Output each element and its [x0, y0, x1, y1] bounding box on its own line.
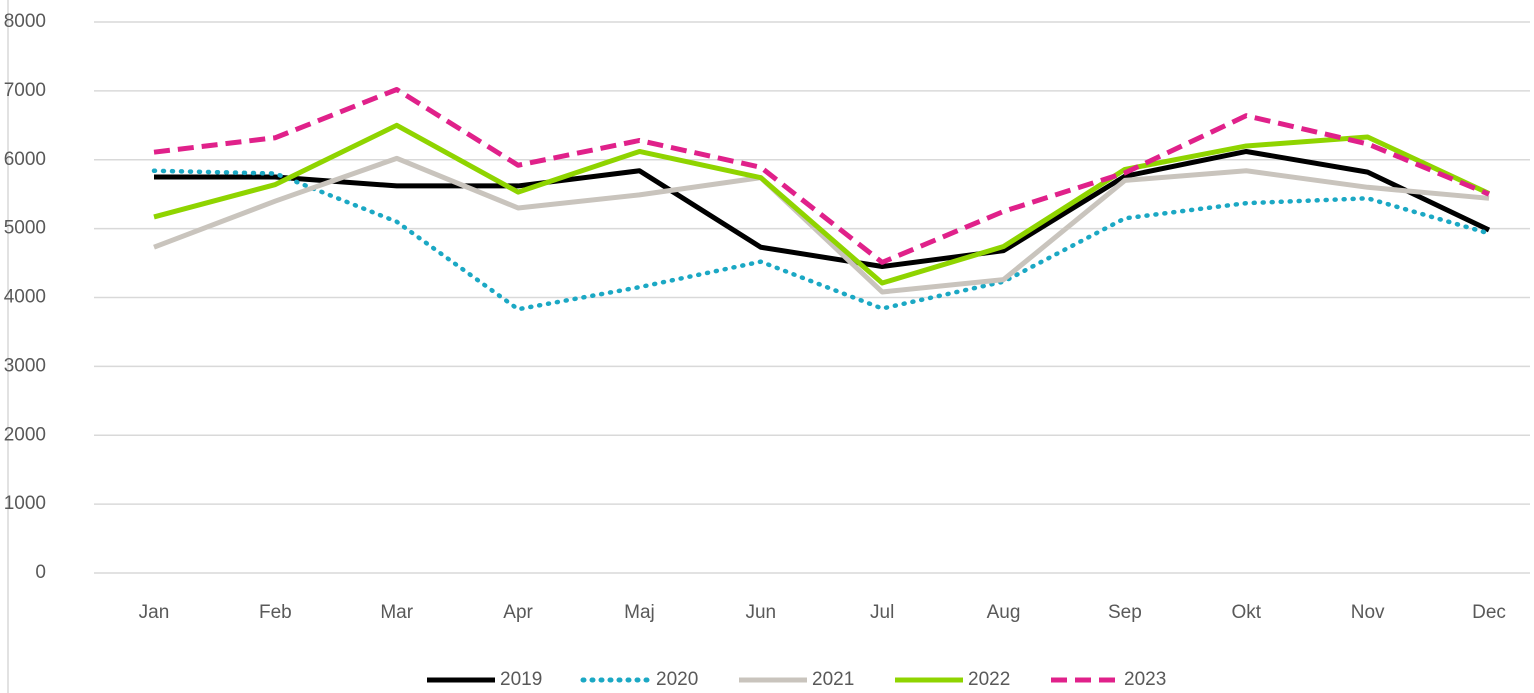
x-tick-label: Maj	[624, 602, 655, 623]
y-tick-label: 5000	[4, 218, 46, 239]
x-tick-label: Jun	[745, 602, 776, 623]
y-tick-label: 7000	[4, 80, 46, 101]
series-line	[153, 86, 1490, 265]
legend-label: 2020	[656, 669, 698, 690]
y-tick-label: 6000	[4, 149, 46, 170]
y-tick-label: 8000	[4, 11, 46, 32]
x-tick-label: Feb	[259, 602, 292, 623]
y-tick-label: 4000	[4, 287, 46, 308]
x-tick-label: Mar	[380, 602, 413, 623]
x-tick-label: Okt	[1231, 602, 1261, 623]
x-tick-label: Sep	[1108, 602, 1142, 623]
x-tick-label: Jul	[870, 602, 894, 623]
series-line	[153, 155, 1490, 295]
x-tick-label: Dec	[1472, 602, 1506, 623]
y-tick-label: 1000	[4, 493, 46, 514]
series-line	[154, 148, 1491, 270]
x-tick-label: Aug	[987, 602, 1021, 623]
legend-label: 2019	[500, 669, 542, 690]
x-tick-label: Apr	[503, 602, 533, 623]
series-line	[151, 168, 1492, 312]
y-tick-label: 2000	[4, 424, 46, 445]
x-tick-label: Jan	[139, 602, 170, 623]
y-tick-label: 0	[35, 562, 46, 583]
legend-label: 2021	[812, 669, 854, 690]
legend-label: 2023	[1124, 669, 1166, 690]
x-tick-label: Nov	[1351, 602, 1385, 623]
y-tick-label: 3000	[4, 355, 46, 376]
series-line	[153, 122, 1491, 286]
legend-label: 2022	[968, 669, 1010, 690]
